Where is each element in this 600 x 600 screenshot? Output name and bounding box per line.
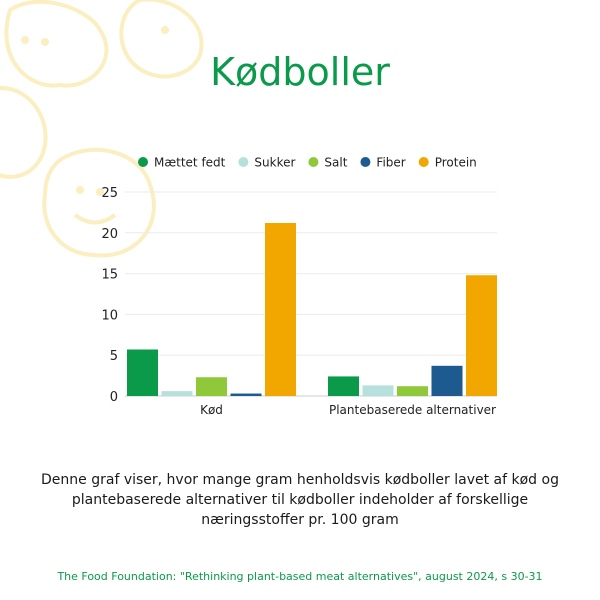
legend-marker [418, 157, 429, 167]
source-citation: The Food Foundation: "Rethinking plant-b… [57, 570, 543, 583]
y-tick-label: 10 [101, 308, 118, 323]
bars [127, 223, 497, 396]
y-tick-label: 0 [110, 390, 118, 405]
y-tick-label: 20 [101, 227, 118, 242]
x-category-label: Plantebaserede alternativer [329, 403, 496, 417]
bar-chart: Mættet fedt Sukker Salt Fiber Protein 0 5 10 15… [101, 156, 497, 417]
y-tick-label: 25 [101, 186, 118, 201]
bar-salt-kod [196, 377, 227, 396]
gridlines [125, 191, 497, 397]
y-tick-label: 5 [110, 349, 118, 364]
x-axis-labels: Kød Plantebaserede alternativer [200, 403, 496, 417]
legend-marker [308, 157, 319, 167]
bar-protein-plantebaserede [466, 275, 497, 396]
legend-marker [138, 157, 148, 167]
legend-label: Fiber [376, 156, 405, 170]
legend-label: Mættet fedt [154, 156, 226, 170]
legend-marker [360, 157, 371, 167]
bar-fiber-kod [230, 393, 262, 396]
bar-maettet-fedt-kod [127, 349, 158, 396]
bar-salt-plantebaserede [397, 386, 428, 396]
bar-sukker-kod [161, 391, 193, 396]
y-axis-ticks: 0 5 10 15 20 25 [101, 186, 118, 405]
legend-label: Salt [324, 156, 347, 170]
legend-marker [238, 157, 249, 167]
bar-fiber-plantebaserede [431, 365, 463, 396]
chart-title: Kødboller [210, 50, 390, 94]
legend-label: Sukker [254, 156, 295, 170]
bar-protein-kod [265, 223, 296, 396]
bar-sukker-plantebaserede [362, 385, 394, 396]
legend: Mættet fedt Sukker Salt Fiber Protein [138, 156, 477, 170]
chart-description: Denne graf viser, hvor mange gram henhol… [41, 472, 559, 528]
bar-maettet-fedt-plantebaserede [328, 376, 359, 396]
x-category-label: Kød [200, 403, 223, 417]
legend-label: Protein [435, 156, 477, 170]
y-tick-label: 15 [101, 268, 118, 283]
